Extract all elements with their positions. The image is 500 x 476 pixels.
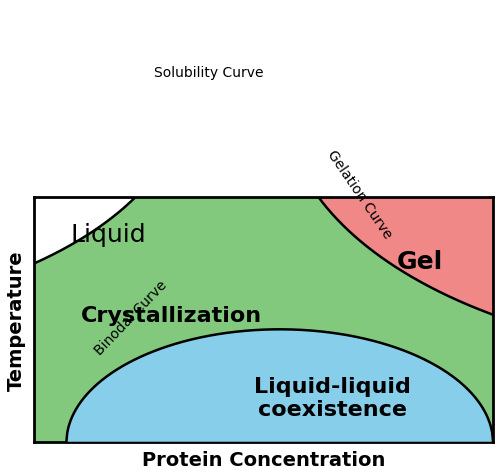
Text: Liquid: Liquid xyxy=(71,222,146,246)
Text: Gelation Curve: Gelation Curve xyxy=(325,148,395,241)
X-axis label: Protein Concentration: Protein Concentration xyxy=(142,450,386,469)
Text: Solubility Curve: Solubility Curve xyxy=(154,66,264,80)
Y-axis label: Temperature: Temperature xyxy=(7,250,26,390)
Text: Crystallization: Crystallization xyxy=(82,305,262,325)
Polygon shape xyxy=(34,198,493,442)
Text: Liquid-liquid
coexistence: Liquid-liquid coexistence xyxy=(254,377,411,419)
Polygon shape xyxy=(66,329,493,442)
Polygon shape xyxy=(318,198,493,315)
Text: Gel: Gel xyxy=(396,249,443,273)
Text: Binodal Curve: Binodal Curve xyxy=(92,277,170,357)
